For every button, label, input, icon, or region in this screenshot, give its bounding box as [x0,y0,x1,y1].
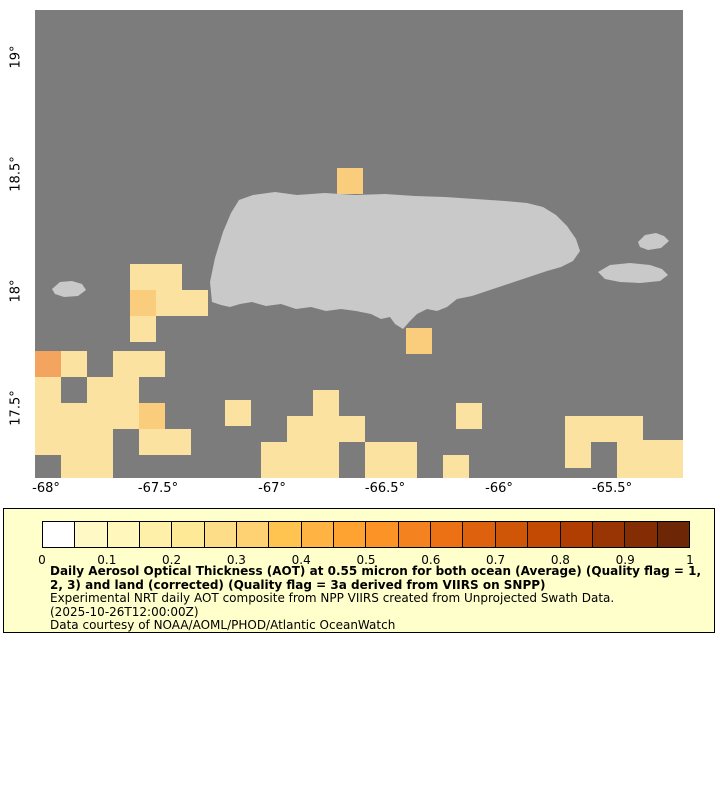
aot-cell [156,290,182,316]
colorbar-segment [172,522,205,547]
colorbar-segment [43,522,76,547]
aot-cell [113,377,139,403]
colorbar-tick-label: 0 [38,553,46,567]
colorbar-segment [495,522,529,547]
aot-cell [87,429,113,455]
aot-cell [225,400,251,426]
aot-cell [313,390,339,416]
colorbar-segment [107,522,141,547]
aot-cell [287,442,313,478]
colorbar [42,521,690,548]
colorbar-segment [625,522,658,547]
aot-cell [61,403,87,429]
caption-title-line2: 2, 3) and land (corrected) (Quality flag… [50,577,546,592]
aot-cell [617,416,643,442]
legend-caption: Daily Aerosol Optical Thickness (AOT) at… [50,564,702,633]
aot-cell [130,290,156,316]
x-tick-label: -68° [32,481,60,496]
aot-cell [61,455,87,478]
colorbar-segment [592,522,626,547]
aot-cell [565,416,591,442]
aot-cell [565,442,591,468]
aot-cell [113,351,139,377]
aot-cell [130,316,156,342]
aot-cell [313,442,339,478]
aot-cell [165,429,191,455]
aot-cell [313,416,339,442]
colorbar-segment [366,522,399,547]
aot-cell [35,351,61,377]
aot-cell [456,403,482,429]
aot-cell [113,403,139,429]
aot-cell [365,442,391,478]
aot-cell [87,455,113,478]
colorbar-segment [140,522,173,547]
map-area [35,10,683,478]
colorbar-segment [431,522,464,547]
x-tick-label: -67° [258,481,286,496]
aot-cell [130,264,156,290]
y-tick-label: 17.5° [8,390,24,426]
colorbar-segment [560,522,593,547]
aot-cell [182,290,208,316]
colorbar-segment [528,522,561,547]
x-tick-label: -66° [485,481,513,496]
aot-cell [139,351,165,377]
aot-cell [287,416,313,442]
aot-cell [261,442,287,478]
caption-title-line1: Daily Aerosol Optical Thickness (AOT) at… [50,564,702,578]
aot-cell [443,455,469,478]
colorbar-segment [237,522,270,547]
aot-cell [35,429,61,455]
y-tick-label: 18° [8,279,24,303]
aot-cell [337,168,363,194]
colorbar-segment [657,522,689,547]
aot-cell [139,403,165,429]
aot-cells-layer [35,10,683,478]
aot-cell [406,328,432,354]
aot-cell [617,442,643,478]
x-tick-label: -67.5° [137,481,179,496]
x-tick-label: -65.5° [591,481,633,496]
caption-timestamp: (2025-10-26T12:00:00Z) [50,604,199,619]
legend-box: 0 0.1 0.2 0.3 0.4 0.5 0.6 0.7 0.8 0.9 1 Daily Aero… [3,508,715,633]
aot-cell [339,416,365,442]
y-tick-label: 19° [8,45,24,69]
colorbar-segment [75,522,108,547]
aot-cell [391,442,417,478]
x-axis: -68° -67.5° -67° -66.5° -66° -65.5° [32,481,683,499]
aot-cell [35,377,61,403]
colorbar-segment [204,522,238,547]
aot-cell [61,429,87,455]
y-axis: 19° 18.5° 18° 17.5° [0,10,35,478]
aot-cell [139,429,165,455]
colorbar-segment [398,522,432,547]
caption-subtitle: Experimental NRT daily AOT composite fro… [50,591,615,605]
aot-cell [591,416,617,442]
colorbar-segment [269,522,302,547]
caption-credit: Data courtesy of NOAA/AOML/PHOD/Atlantic… [50,618,396,632]
x-tick-label: -66.5° [364,481,406,496]
aot-cell [156,264,182,290]
aot-cell [87,377,113,403]
aot-cell [35,403,61,429]
aot-cell [61,351,87,377]
colorbar-segment [334,522,367,547]
colorbar-segment [463,522,496,547]
aot-cell [643,440,683,478]
y-tick-label: 18.5° [8,156,24,192]
colorbar-segment [301,522,335,547]
aot-cell [87,403,113,429]
